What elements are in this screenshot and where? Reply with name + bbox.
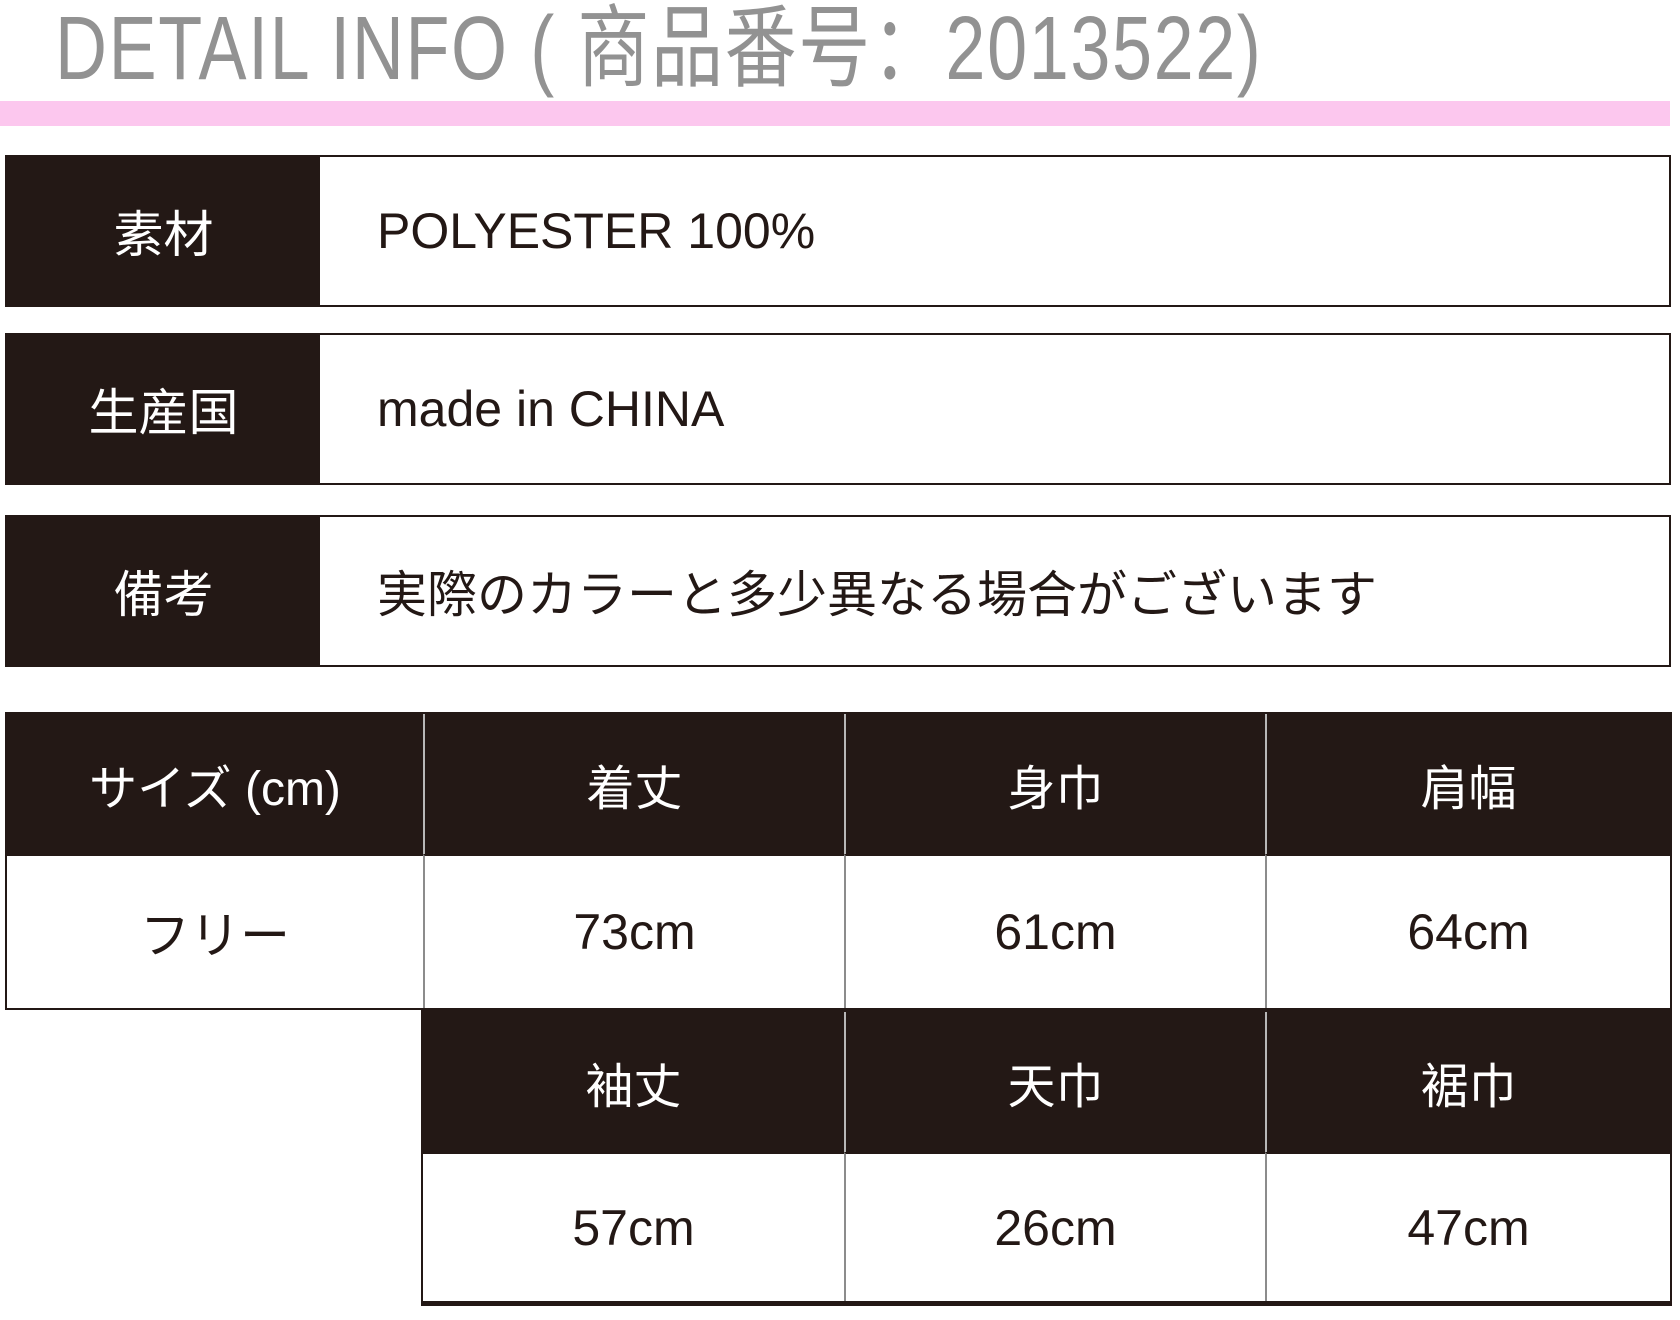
info-row-material: 素材 POLYESTER 100% [5,155,1671,307]
size-value-free: フリー [7,854,423,1008]
page-title-text: DETAIL INFO ( 商品番号：2013522) [55,0,1263,99]
page-title: DETAIL INFO ( 商品番号：2013522) [55,0,1564,98]
info-row-country: 生産国 made in CHINA [5,333,1671,485]
size-value-body-length: 73cm [423,854,844,1008]
country-label: 生産国 [7,335,320,483]
size-value-hem-width: 47cm [1265,1152,1670,1301]
size-value-sleeve-length: 57cm [423,1152,844,1301]
size-header-sleeve-length: 袖丈 [423,1012,844,1152]
size-header-hem-width: 裾巾 [1265,1012,1670,1152]
size-header-body-length: 着丈 [423,714,844,854]
pink-accent-bar [0,101,1670,126]
size-table-upper: サイズ (cm) 着丈 身巾 肩幅 フリー 73cm 61cm 64cm [5,712,1672,1010]
material-label: 素材 [7,157,320,305]
size-value-shoulder-width: 64cm [1265,854,1670,1008]
notes-label: 備考 [7,517,320,665]
size-value-body-width: 61cm [844,854,1265,1008]
material-value: POLYESTER 100% [377,203,816,259]
size-value-top-width: 26cm [844,1152,1265,1301]
info-row-notes: 備考 実際のカラーと多少異なる場合がございます [5,515,1671,667]
size-table-lower: 袖丈 天巾 裾巾 57cm 26cm 47cm [421,1010,1672,1306]
country-value: made in CHINA [377,381,725,437]
size-header-size-cm: サイズ (cm) [7,714,423,854]
size-header-shoulder-width: 肩幅 [1265,714,1670,854]
size-header-top-width: 天巾 [844,1012,1265,1152]
notes-value: 実際のカラーと多少異なる場合がございます [377,567,1377,623]
size-header-body-width: 身巾 [844,714,1265,854]
